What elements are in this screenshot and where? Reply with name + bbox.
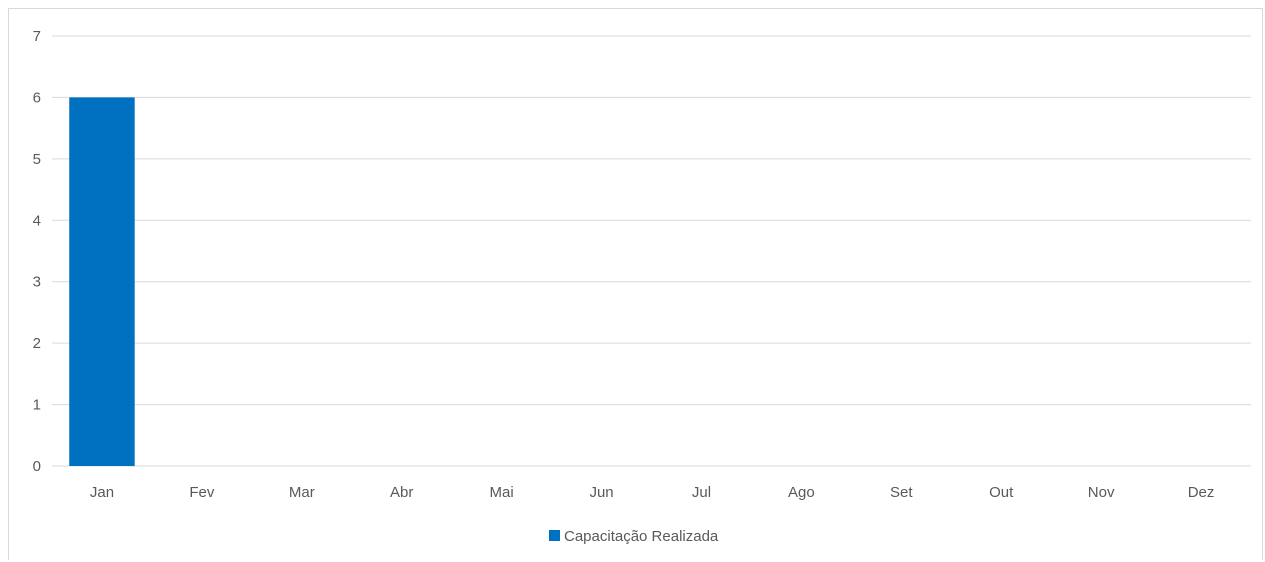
legend: Capacitação Realizada	[549, 528, 719, 545]
y-tick-label: 5	[33, 151, 41, 168]
y-tick-label: 7	[33, 28, 41, 45]
bar-jan	[69, 97, 135, 466]
y-tick-label: 2	[33, 335, 41, 352]
x-tick-label: Jan	[90, 484, 114, 501]
y-tick-label: 1	[33, 397, 41, 414]
bars	[69, 97, 135, 466]
y-tick-label: 3	[33, 274, 41, 291]
x-tick-label: Out	[989, 484, 1014, 501]
y-tick-label: 6	[33, 89, 41, 106]
x-tick-label: Jul	[692, 484, 711, 501]
legend-label: Capacitação Realizada	[564, 528, 719, 545]
y-tick-label: 0	[33, 458, 41, 475]
y-tick-label: 4	[33, 212, 41, 229]
x-axis-tick-labels: Jan Fev Mar Abr Mai Jun Jul Ago Set Out Nov Dez	[90, 484, 1215, 501]
x-tick-label: Mai	[490, 484, 514, 501]
x-tick-label: Dez	[1188, 484, 1215, 501]
legend-swatch	[549, 530, 560, 541]
x-tick-label: Abr	[390, 484, 413, 501]
x-tick-label: Mar	[289, 484, 315, 501]
chart-frame	[8, 8, 1263, 560]
x-tick-label: Nov	[1088, 484, 1115, 501]
x-tick-label: Ago	[788, 484, 815, 501]
y-axis-tick-labels: 0 1 2 3 4 5 6 7	[33, 28, 41, 475]
x-tick-label: Fev	[189, 484, 215, 501]
x-tick-label: Set	[890, 484, 913, 501]
grid-lines	[52, 35, 1251, 467]
x-tick-label: Jun	[589, 484, 613, 501]
